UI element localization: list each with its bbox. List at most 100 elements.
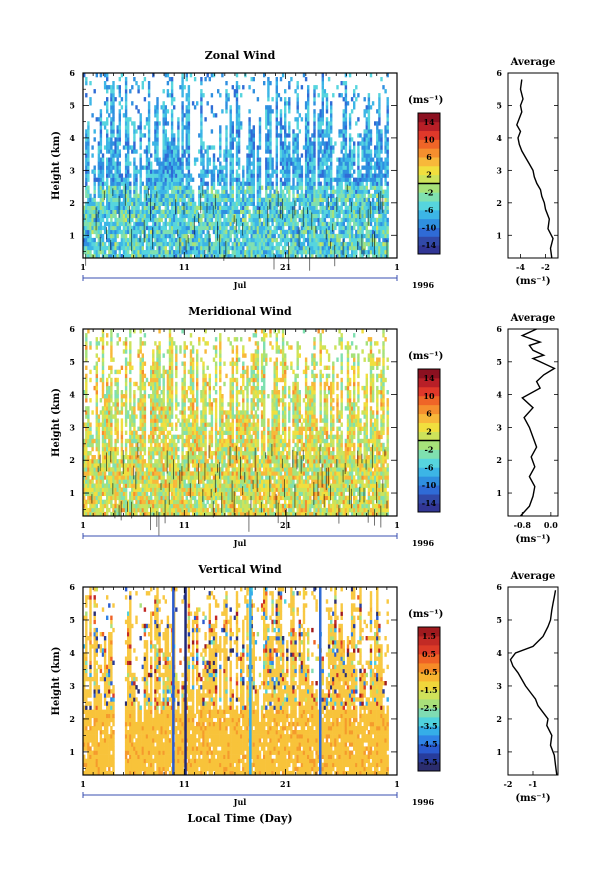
heatmap-cell xyxy=(367,197,371,202)
heatmap-cell xyxy=(386,109,389,114)
heatmap-cell xyxy=(233,237,237,243)
heatmap-cell xyxy=(386,129,389,134)
heatmap-cell xyxy=(332,145,335,150)
heatmap-cell xyxy=(233,217,237,223)
heatmap-cell xyxy=(380,137,383,142)
heatmap-cell xyxy=(110,125,113,130)
heatmap-cell xyxy=(363,157,366,162)
heatmap-cell xyxy=(256,241,260,247)
heatmap-cell xyxy=(256,245,260,251)
heatmap-cell xyxy=(242,217,245,223)
heatmap-cell xyxy=(361,221,364,227)
heatmap-cell xyxy=(101,373,105,379)
heatmap-cell xyxy=(87,173,90,178)
heatmap-cell xyxy=(323,250,327,255)
heatmap-cell xyxy=(103,414,107,419)
heatmap-cell xyxy=(317,181,320,186)
heatmap-cell xyxy=(118,495,121,501)
heatmap-cell xyxy=(252,161,255,166)
heatmap-cell xyxy=(350,181,354,186)
heatmap-cell xyxy=(103,471,107,476)
heatmap-cell xyxy=(85,455,88,460)
heatmap-cell xyxy=(317,201,320,206)
heatmap-cell xyxy=(187,229,191,235)
heatmap-cell xyxy=(160,250,163,255)
heatmap-cell xyxy=(210,217,214,223)
heatmap-cell xyxy=(106,165,109,170)
heatmap-cell xyxy=(269,237,272,243)
heatmap-cell xyxy=(110,117,113,122)
heatmap-cell xyxy=(112,463,115,468)
heatmap-cell xyxy=(189,245,193,251)
heatmap-cell xyxy=(325,101,329,106)
heatmap-cell xyxy=(214,201,218,206)
heatmap-cell xyxy=(355,177,358,182)
heatmap-cell xyxy=(325,105,329,110)
heatmap-cell xyxy=(386,241,389,247)
heatmap-cell xyxy=(275,254,278,259)
heatmap-cell xyxy=(143,189,147,194)
heatmap-cell xyxy=(114,254,117,259)
heatmap-cell xyxy=(323,153,327,158)
heatmap-cell xyxy=(110,153,113,158)
heatmap-cell xyxy=(116,145,119,150)
heatmap-cell xyxy=(350,225,354,231)
heatmap-cell xyxy=(99,475,103,480)
heatmap-cell xyxy=(89,507,92,513)
heatmap-cell xyxy=(95,245,98,251)
heatmap-cell xyxy=(124,153,128,158)
heatmap-cell xyxy=(99,487,103,492)
heatmap-cell xyxy=(353,93,356,98)
heatmap-cell xyxy=(131,85,134,90)
heatmap-cell xyxy=(116,205,119,210)
heatmap-cell xyxy=(235,85,239,90)
heatmap-cell xyxy=(336,189,339,194)
heatmap-cell xyxy=(221,233,224,239)
heatmap-cell xyxy=(307,245,310,251)
heatmap-cell xyxy=(350,197,354,202)
heatmap-cell xyxy=(242,209,245,214)
heatmap-cell xyxy=(114,177,117,182)
heatmap-cell xyxy=(344,181,348,186)
heatmap-cell xyxy=(156,157,159,162)
heatmap-cell xyxy=(313,161,316,166)
heatmap-cell xyxy=(380,229,383,235)
heatmap-cell xyxy=(179,250,182,255)
heatmap-cell xyxy=(330,185,333,190)
heatmap-cell xyxy=(227,153,230,158)
heatmap-cell xyxy=(139,137,142,142)
heatmap-cell xyxy=(83,463,86,468)
heatmap-cell xyxy=(185,93,188,98)
heatmap-cell xyxy=(85,173,88,178)
heatmap-cell xyxy=(214,233,218,239)
heatmap-cell xyxy=(242,197,245,202)
heatmap-cell xyxy=(158,217,161,223)
heatmap-cell xyxy=(361,157,364,162)
heatmap-cell xyxy=(200,217,203,223)
heatmap-cell xyxy=(143,97,147,102)
heatmap-cell xyxy=(304,77,308,82)
heatmap-cell xyxy=(168,141,172,146)
heatmap-cell xyxy=(93,245,96,251)
heatmap-cell xyxy=(112,414,115,419)
heatmap-cell xyxy=(365,197,368,202)
heatmap-cell xyxy=(166,233,170,239)
heatmap-cell xyxy=(127,153,130,158)
colorbar-label: -6 xyxy=(425,205,434,215)
heatmap-cell xyxy=(164,153,167,158)
heatmap-cell xyxy=(346,153,350,158)
heatmap-cell xyxy=(258,193,262,198)
heatmap-cell xyxy=(108,233,111,239)
heatmap-cell xyxy=(252,254,255,259)
heatmap-cell xyxy=(265,197,268,202)
heatmap-cell xyxy=(139,225,142,231)
heatmap-cell xyxy=(116,233,119,239)
heatmap-cell xyxy=(300,254,304,259)
heatmap-cell xyxy=(302,213,306,219)
heatmap-cell xyxy=(225,254,228,259)
heatmap-cell xyxy=(114,503,117,509)
heatmap-cell xyxy=(256,217,260,223)
heatmap-cell xyxy=(103,451,107,456)
heatmap-cell xyxy=(108,479,111,484)
heatmap-cell xyxy=(237,133,241,138)
